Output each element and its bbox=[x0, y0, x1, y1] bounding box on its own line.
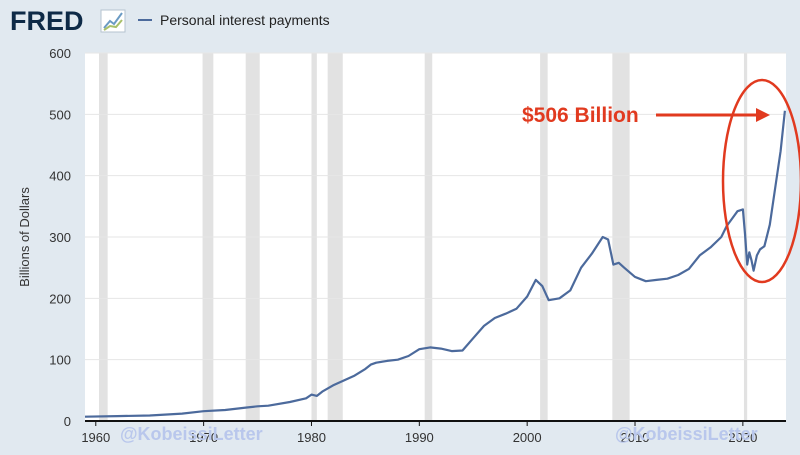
y-axis-ticks: 0 100 200 300 400 500 600 bbox=[49, 46, 71, 429]
legend: Personal interest payments bbox=[138, 12, 330, 28]
y-tick-label-0: 0 bbox=[64, 414, 71, 429]
y-tick-label-400: 400 bbox=[49, 169, 71, 184]
y-axis-label: Billions of Dollars bbox=[17, 187, 32, 287]
x-tick-label-1980: 1980 bbox=[297, 430, 326, 445]
y-tick-label-300: 300 bbox=[49, 230, 71, 245]
watermark-left: @KobeissiLetter bbox=[120, 424, 263, 444]
y-tick-label-100: 100 bbox=[49, 353, 71, 368]
chart-line-icon bbox=[100, 9, 126, 33]
series-lines bbox=[84, 110, 786, 418]
y-tick-label-200: 200 bbox=[49, 291, 71, 306]
legend-label: Personal interest payments bbox=[160, 12, 330, 28]
annotation-label: $506 Billion bbox=[522, 104, 639, 127]
x-tick-label-1970: 1970 bbox=[189, 430, 218, 445]
y-tick-label-600: 600 bbox=[49, 46, 71, 61]
watermark-right: @KobeissiLetter bbox=[615, 424, 758, 444]
annotation: $506 Billion bbox=[522, 78, 800, 284]
x-tick-label-2010: 2010 bbox=[621, 430, 650, 445]
x-tick-label-2020: 2020 bbox=[728, 430, 757, 445]
fred-logo[interactable]: FRED bbox=[10, 6, 126, 36]
highlight-ellipse bbox=[721, 78, 800, 284]
x-tick-label-1990: 1990 bbox=[405, 430, 434, 445]
x-tick-label-1960: 1960 bbox=[81, 430, 110, 445]
annotation-arrowhead bbox=[756, 108, 770, 122]
series-line-0 bbox=[84, 110, 786, 418]
y-tick-label-500: 500 bbox=[49, 107, 71, 122]
fred-logo-text: FRED bbox=[10, 6, 84, 36]
x-tick-label-2000: 2000 bbox=[513, 430, 542, 445]
